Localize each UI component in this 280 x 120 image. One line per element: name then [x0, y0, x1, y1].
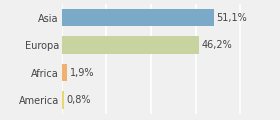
Bar — [62, 36, 199, 54]
Bar — [62, 91, 64, 109]
Text: 51,1%: 51,1% — [216, 13, 247, 23]
Bar — [62, 64, 67, 81]
Text: 1,9%: 1,9% — [70, 68, 94, 78]
Text: 46,2%: 46,2% — [202, 40, 232, 50]
Text: 0,8%: 0,8% — [66, 95, 91, 105]
Bar — [62, 9, 214, 27]
